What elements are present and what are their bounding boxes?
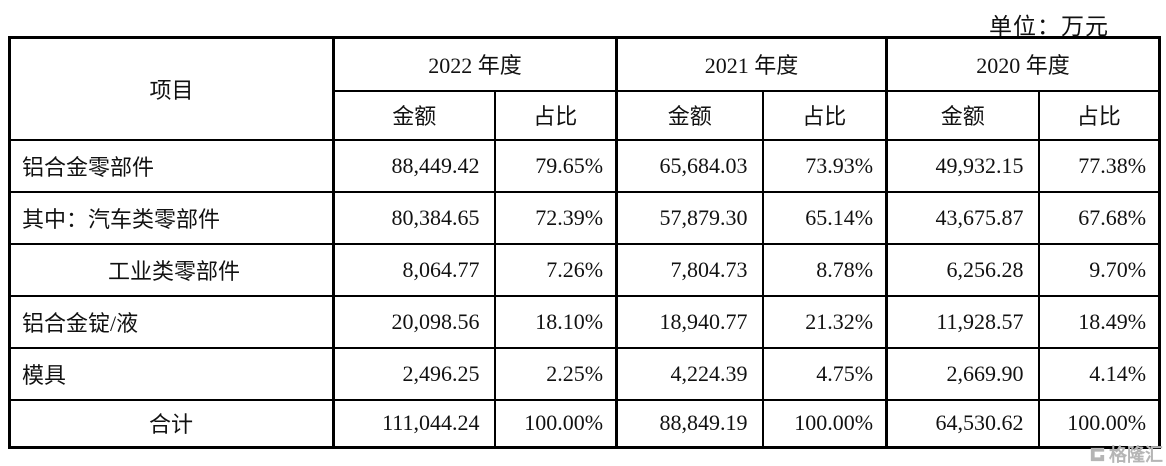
- amount-cell: 88,449.42: [332, 138, 496, 193]
- amount-cell: 4,224.39: [615, 346, 764, 401]
- ratio-cell: 18.49%: [1037, 294, 1161, 349]
- amount-cell: 2,496.25: [332, 346, 496, 401]
- amount-cell: 80,384.65: [332, 190, 496, 245]
- amount-cell: 20,098.56: [332, 294, 496, 349]
- ratio-cell: 77.38%: [1037, 138, 1161, 193]
- total-row: 合计 111,044.24 100.00% 88,849.19 100.00% …: [8, 398, 1161, 449]
- amount-cell: 65,684.03: [615, 138, 764, 193]
- ratio-cell: 79.65%: [493, 138, 618, 193]
- total-ratio-2020: 100.00%: [1037, 398, 1161, 449]
- subheader-row: 金额 占比 金额 占比 金额 占比: [10, 89, 1161, 141]
- row-item-label: 铝合金零部件: [8, 138, 335, 193]
- ratio-header-2021: 占比: [761, 89, 888, 141]
- total-label: 合计: [8, 398, 335, 449]
- unit-label: 单位：万元: [989, 14, 1109, 39]
- amount-cell: 43,675.87: [885, 190, 1040, 245]
- amount-cell: 7,804.73: [615, 242, 764, 297]
- total-amount-2020: 64,530.62: [885, 398, 1040, 449]
- gelonghui-logo-icon: [1088, 445, 1107, 464]
- item-column-header: 项目: [8, 36, 335, 141]
- table-row: 其中：汽车类零部件 80,384.65 72.39% 57,879.30 65.14% 4…: [8, 190, 1161, 245]
- table-row: 模具 2,496.25 2.25% 4,224.39 4.75% 2,669.90 4.14…: [8, 346, 1161, 401]
- total-amount-2021: 88,849.19: [615, 398, 764, 449]
- ratio-cell: 2.25%: [493, 346, 618, 401]
- ratio-cell: 7.26%: [493, 242, 618, 297]
- amount-cell: 11,928.57: [885, 294, 1040, 349]
- year-header-row: 项目 2022 年度 2021 年度 2020 年度: [8, 36, 1161, 141]
- table-row: 铝合金零部件 88,449.42 79.65% 65,684.03 73.93% 49,9…: [8, 138, 1161, 193]
- table-row: 铝合金锭/液 20,098.56 18.10% 18,940.77 21.32% 11,9…: [8, 294, 1161, 349]
- amount-header-2021: 金额: [615, 89, 764, 141]
- ratio-cell: 4.14%: [1037, 346, 1161, 401]
- ratio-cell: 4.75%: [761, 346, 888, 401]
- ratio-cell: 67.68%: [1037, 190, 1161, 245]
- ratio-cell: 21.32%: [761, 294, 888, 349]
- row-item-label: 工业类零部件: [8, 242, 335, 297]
- watermark: 格隆汇: [1088, 445, 1163, 464]
- amount-header-2020: 金额: [885, 89, 1040, 141]
- year-header-2021: 2021 年度: [615, 36, 888, 92]
- ratio-cell: 9.70%: [1037, 242, 1161, 297]
- amount-cell: 6,256.28: [885, 242, 1040, 297]
- year-header-2020: 2020 年度: [885, 36, 1161, 92]
- total-amount-2022: 111,044.24: [332, 398, 496, 449]
- amount-cell: 49,932.15: [885, 138, 1040, 193]
- ratio-cell: 8.78%: [761, 242, 888, 297]
- amount-cell: 8,064.77: [332, 242, 496, 297]
- amount-header-2022: 金额: [332, 89, 496, 141]
- ratio-cell: 65.14%: [761, 190, 888, 245]
- total-ratio-2022: 100.00%: [493, 398, 618, 449]
- year-header-2022: 2022 年度: [331, 36, 618, 92]
- ratio-header-2020: 占比: [1037, 89, 1161, 141]
- row-item-label: 模具: [8, 346, 335, 401]
- table-row: 工业类零部件 8,064.77 7.26% 7,804.73 8.78% 6,256.28…: [8, 242, 1161, 297]
- watermark-text: 格隆汇: [1109, 444, 1163, 465]
- ratio-cell: 18.10%: [493, 294, 618, 349]
- revenue-breakdown-table: 项目 2022 年度 2021 年度 2020 年度 金额 占比 金额 占比 金…: [8, 36, 1162, 449]
- ratio-cell: 72.39%: [493, 190, 618, 245]
- ratio-header-2022: 占比: [493, 89, 618, 141]
- table-body: 铝合金零部件 88,449.42 79.65% 65,684.03 73.93% 49,9…: [8, 138, 1161, 401]
- row-item-label: 其中：汽车类零部件: [8, 190, 335, 245]
- amount-cell: 57,879.30: [615, 190, 764, 245]
- total-ratio-2021: 100.00%: [761, 398, 888, 449]
- amount-cell: 2,669.90: [885, 346, 1040, 401]
- ratio-cell: 73.93%: [761, 138, 888, 193]
- row-item-label: 铝合金锭/液: [8, 294, 335, 349]
- amount-cell: 18,940.77: [615, 294, 764, 349]
